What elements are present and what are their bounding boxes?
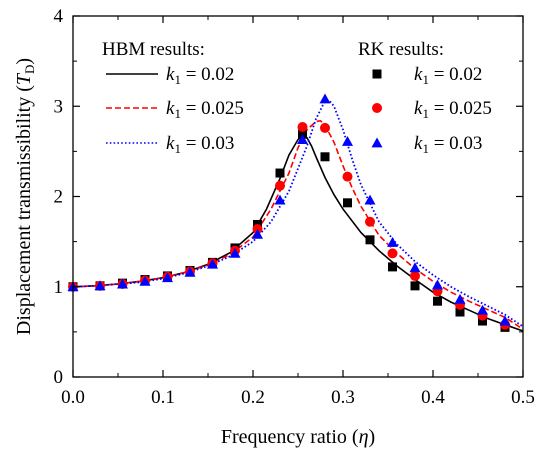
legend-label-rk-1: k1 = 0.02	[414, 64, 482, 87]
rk-point	[410, 281, 420, 291]
rk-point	[477, 304, 488, 315]
y-tick-label: 1	[54, 277, 64, 298]
legend-title-rk: RK results:	[358, 39, 444, 60]
rk-point	[478, 316, 487, 326]
rk-point	[320, 152, 330, 162]
rk-point	[320, 122, 330, 133]
rk-series-3	[67, 93, 511, 326]
rk-point	[432, 279, 443, 290]
legend-title-hbm: HBM results:	[102, 39, 205, 60]
rk-point	[162, 272, 173, 283]
y-tick-label: 4	[54, 6, 64, 27]
rk-point	[275, 180, 285, 191]
x-tick-label: 0.1	[151, 387, 175, 408]
rk-point	[275, 168, 285, 178]
legend-marker-2	[372, 103, 382, 113]
rk-point	[297, 122, 308, 133]
x-tick-label: 0.3	[331, 387, 355, 408]
rk-point	[433, 296, 442, 306]
rk-point	[229, 247, 241, 258]
rk-point	[274, 194, 286, 205]
legend: HBM results: RK results: k1 = 0.02 k1 = 0.0…	[102, 39, 492, 156]
rk-point	[364, 194, 376, 205]
rk-point	[297, 134, 308, 145]
legend-label-rk-3: k1 = 0.03	[414, 133, 482, 156]
rk-point	[365, 216, 375, 227]
y-axis-title: Displacement transmissibility (TD)	[13, 58, 37, 335]
y-tick-label: 0	[54, 367, 64, 388]
rk-point	[499, 315, 511, 326]
legend-label-rk-2: k1 = 0.025	[414, 98, 492, 121]
rk-point	[388, 262, 397, 272]
rk-point	[409, 262, 421, 273]
hbm-curve-1	[72, 135, 524, 332]
rk-point	[455, 307, 465, 317]
plot-marks	[67, 93, 524, 332]
rk-point	[319, 93, 331, 104]
x-tick-label: 0.5	[511, 387, 535, 408]
rk-point	[342, 135, 353, 146]
axis-ticks: 0.0 0.1 0.2 0.3 0.4 0.5 0 1 2 3 4	[54, 6, 535, 408]
x-axis-title: Frequency ratio (η)	[221, 426, 375, 448]
legend-label-hbm-3: k1 = 0.03	[166, 133, 234, 156]
rk-point	[454, 293, 466, 304]
rk-point	[94, 280, 106, 291]
legend-label-hbm-1: k1 = 0.02	[166, 64, 234, 87]
legend-marker-1	[372, 69, 382, 79]
legend-label-hbm-2: k1 = 0.025	[166, 98, 244, 121]
y-tick-label: 3	[54, 96, 64, 117]
legend-marker-3	[371, 137, 383, 148]
rk-series-1	[68, 129, 510, 332]
rk-point	[139, 275, 151, 286]
y-tick-label: 2	[54, 187, 64, 208]
rk-point	[342, 171, 353, 182]
axis-titles: Frequency ratio (η) Displacement transmis…	[13, 58, 375, 448]
x-tick-label: 0.2	[241, 387, 265, 408]
rk-point	[410, 270, 420, 281]
rk-point	[343, 198, 352, 208]
rk-point	[252, 228, 263, 239]
rk-point	[365, 235, 375, 245]
x-tick-label: 0.4	[421, 387, 445, 408]
rk-point	[184, 266, 196, 277]
x-tick-label: 0.0	[61, 387, 85, 408]
rk-point	[387, 237, 398, 247]
rk-point	[387, 248, 398, 259]
rk-point	[117, 278, 128, 289]
rk-point	[207, 258, 218, 269]
